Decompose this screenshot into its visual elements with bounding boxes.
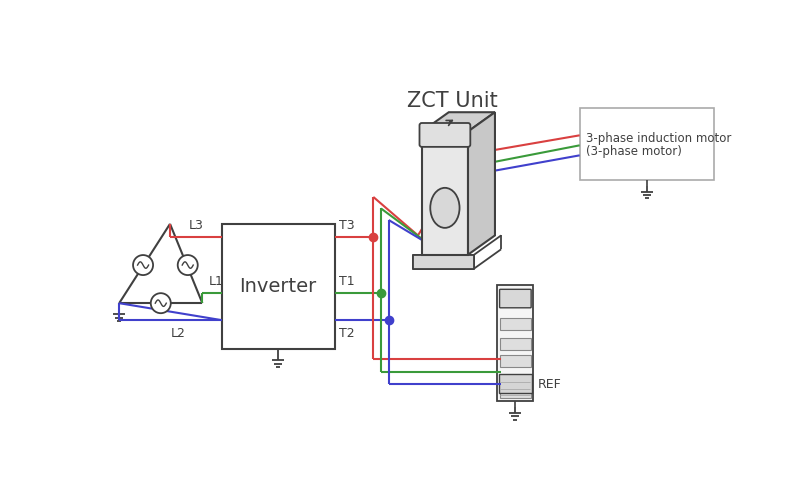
Text: T2: T2 (339, 327, 355, 340)
FancyBboxPatch shape (500, 355, 531, 367)
Circle shape (178, 255, 198, 275)
Ellipse shape (431, 188, 460, 228)
Polygon shape (468, 112, 495, 255)
FancyBboxPatch shape (221, 224, 334, 349)
Text: L1: L1 (209, 275, 223, 288)
FancyBboxPatch shape (497, 285, 533, 401)
FancyBboxPatch shape (500, 376, 531, 398)
Polygon shape (422, 112, 495, 132)
FancyBboxPatch shape (412, 255, 474, 269)
FancyBboxPatch shape (500, 289, 531, 308)
Text: L3: L3 (188, 219, 203, 231)
FancyBboxPatch shape (499, 374, 532, 393)
Text: REF: REF (538, 378, 562, 391)
Text: T3: T3 (339, 219, 355, 231)
Text: Inverter: Inverter (240, 277, 317, 296)
Text: ZCT Unit: ZCT Unit (407, 91, 498, 111)
FancyBboxPatch shape (500, 338, 531, 350)
FancyBboxPatch shape (500, 318, 531, 330)
Text: T1: T1 (339, 275, 355, 288)
Text: 3-phase induction motor: 3-phase induction motor (585, 132, 731, 145)
Circle shape (133, 255, 153, 275)
Circle shape (151, 293, 171, 313)
Text: (3-phase motor): (3-phase motor) (585, 145, 682, 158)
FancyBboxPatch shape (419, 123, 470, 147)
FancyBboxPatch shape (580, 108, 715, 180)
Polygon shape (422, 132, 468, 255)
Text: L2: L2 (171, 327, 185, 340)
